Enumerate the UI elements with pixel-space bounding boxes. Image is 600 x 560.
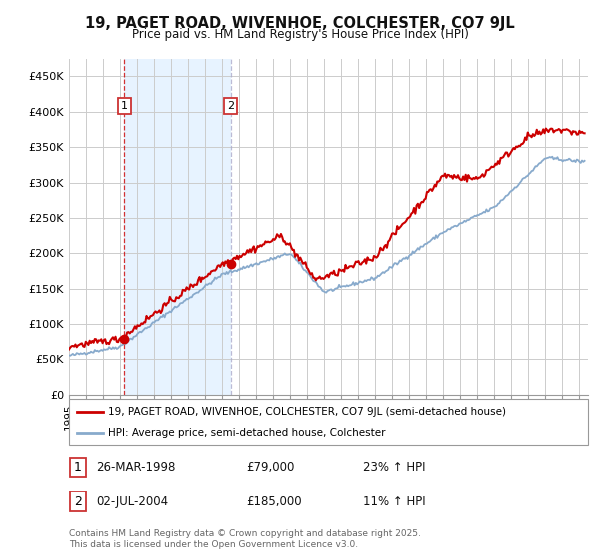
Text: 2: 2 [227,101,234,111]
Text: £185,000: £185,000 [246,494,302,508]
Bar [124,59,230,395]
Text: 1: 1 [74,461,82,474]
Text: Contains HM Land Registry data © Crown copyright and database right 2025.
This d: Contains HM Land Registry data © Crown c… [69,529,421,549]
Text: 26-MAR-1998: 26-MAR-1998 [96,461,175,474]
Text: £79,000: £79,000 [246,461,295,474]
FancyBboxPatch shape [69,399,588,445]
Text: HPI: Average price, semi-detached house, Colchester: HPI: Average price, semi-detached house,… [108,428,385,438]
Text: 2: 2 [74,494,82,508]
Text: 19, PAGET ROAD, WIVENHOE, COLCHESTER, CO7 9JL: 19, PAGET ROAD, WIVENHOE, COLCHESTER, CO… [85,16,515,31]
Text: Price paid vs. HM Land Registry's House Price Index (HPI): Price paid vs. HM Land Registry's House … [131,28,469,41]
Text: 02-JUL-2004: 02-JUL-2004 [96,494,168,508]
FancyBboxPatch shape [70,492,86,511]
Text: 1: 1 [121,101,128,111]
FancyBboxPatch shape [70,458,86,477]
Text: 11% ↑ HPI: 11% ↑ HPI [363,494,425,508]
Text: 19, PAGET ROAD, WIVENHOE, COLCHESTER, CO7 9JL (semi-detached house): 19, PAGET ROAD, WIVENHOE, COLCHESTER, CO… [108,407,506,417]
Text: 23% ↑ HPI: 23% ↑ HPI [363,461,425,474]
